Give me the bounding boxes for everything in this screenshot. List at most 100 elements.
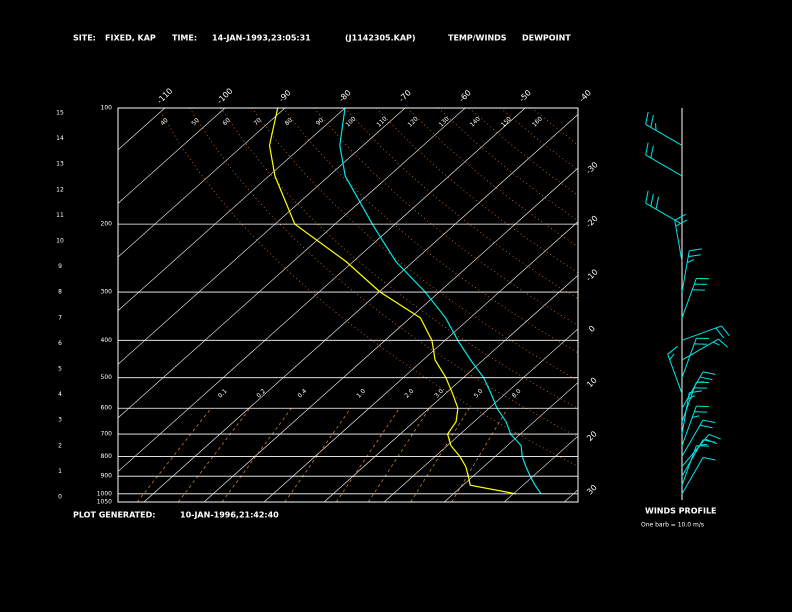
height-tick-label: 1 xyxy=(58,468,62,475)
wind-barb xyxy=(667,345,683,394)
y-tick-label: 1000 xyxy=(97,490,112,497)
isotherm xyxy=(118,108,346,312)
height-tick-label: 4 xyxy=(58,391,62,398)
wind-barb xyxy=(681,371,716,409)
height-tick-label: 5 xyxy=(58,366,62,373)
wind-staff xyxy=(681,278,697,319)
mixing-ratio-label: 5.0 xyxy=(473,388,485,400)
dry-adiabat-label: 80 xyxy=(284,117,294,127)
wind-staff xyxy=(681,338,719,361)
mixing-ratio-line xyxy=(336,408,400,502)
time: 14-JAN-1993,23:05:31 xyxy=(212,34,311,43)
mixing-ratio-label: 2.0 xyxy=(404,388,416,400)
height-tick-label: 9 xyxy=(58,263,62,270)
height-tick-label: 12 xyxy=(56,186,64,193)
winds-note: One barb = 10.0 m/s xyxy=(641,522,704,529)
wind-staff xyxy=(681,434,710,467)
wind-barb xyxy=(645,111,683,146)
height-tick-label: 8 xyxy=(58,289,62,296)
wind-staff xyxy=(645,154,683,177)
wind-barb-tick xyxy=(645,111,649,125)
site: FIXED, KAP xyxy=(105,34,156,43)
wind-staff xyxy=(681,338,697,378)
height-tick-label: 14 xyxy=(56,135,64,142)
wind-staff xyxy=(674,220,683,262)
wind-barb-tick xyxy=(702,371,716,375)
y-tick-label: 200 xyxy=(101,221,113,228)
height-tick-label: 0 xyxy=(58,494,62,501)
wind-staff xyxy=(681,250,690,293)
wind-barb xyxy=(681,433,721,467)
wind-barb-tick xyxy=(702,456,716,461)
wind-barb-tick xyxy=(699,376,713,381)
mixing-ratio-line xyxy=(136,407,212,502)
wind-barb-tick xyxy=(699,424,713,429)
wind-barb-tick xyxy=(650,114,654,128)
isotherm xyxy=(263,221,578,502)
mixing-ratio-label: 0.1 xyxy=(217,388,229,400)
wind-staff xyxy=(681,419,704,457)
wind-staff xyxy=(681,382,697,422)
wind-barb xyxy=(681,419,716,457)
dry-adiabat-label: 90 xyxy=(315,117,325,127)
wind-barb xyxy=(681,248,702,293)
mixing-ratio-line xyxy=(221,407,292,502)
height-tick-label: 11 xyxy=(56,212,64,219)
x-tick-label: 0 xyxy=(587,324,597,334)
y-tick-label: 400 xyxy=(101,337,113,344)
isotherm xyxy=(118,108,406,365)
wind-staff xyxy=(681,392,690,435)
wind-barb-tick xyxy=(715,327,725,339)
wind-barb-tick xyxy=(712,341,720,346)
height-tick-label: 7 xyxy=(58,314,62,321)
plot-area xyxy=(118,108,578,502)
wind-barb xyxy=(681,277,710,319)
wind-barb-tick xyxy=(702,419,716,424)
dry-adiabat xyxy=(220,108,578,409)
wind-barb xyxy=(681,338,729,361)
wind-barb xyxy=(681,405,710,446)
wind-barb xyxy=(681,456,716,495)
wind-barb-tick xyxy=(650,145,654,159)
wind-barb-tick xyxy=(718,338,729,348)
mixing-ratio-label: 0.4 xyxy=(297,388,309,400)
generated: 10-JAN-1996,21:42:40 xyxy=(180,511,279,520)
mixing-ratio-line xyxy=(177,407,251,502)
y-tick-label: 800 xyxy=(101,453,113,460)
dry-adiabat-label: 70 xyxy=(253,117,263,127)
dry-adiabat-label: 60 xyxy=(221,117,231,127)
wind-barb-tick xyxy=(669,353,675,361)
y-tick-label: 1050 xyxy=(97,499,112,506)
mixing-ratio-line xyxy=(368,408,430,502)
dry-adiabat-label: 50 xyxy=(190,117,200,127)
isotherm xyxy=(383,328,578,502)
mixing-ratio-line xyxy=(284,407,352,502)
time-label: TIME: xyxy=(172,34,197,43)
dry-adiabat xyxy=(313,108,578,327)
wind-barb xyxy=(674,213,688,262)
y-tick-label: 100 xyxy=(101,105,113,112)
wind-staff xyxy=(681,371,704,409)
height-tick-label: 10 xyxy=(56,238,64,245)
isotherm xyxy=(118,108,226,204)
mixing-ratio-label: 3.0 xyxy=(433,388,445,400)
height-tick-label: 15 xyxy=(56,110,64,117)
winds-title: WINDS PROFILE xyxy=(645,507,717,516)
y-tick-label: 500 xyxy=(101,374,113,381)
wind-barb-tick xyxy=(675,219,688,227)
height-tick-label: 2 xyxy=(58,442,62,449)
wind-barb-tick xyxy=(708,433,721,440)
wind-barb-tick xyxy=(689,248,702,252)
mixing-ratio-label: 8.0 xyxy=(511,388,523,400)
isotherm xyxy=(143,114,578,502)
site-label: SITE: xyxy=(73,34,96,43)
wind-barb-tick xyxy=(687,259,695,263)
wind-barb xyxy=(645,190,683,225)
wind-barb-tick xyxy=(674,213,687,221)
height-tick-label: 13 xyxy=(56,161,64,168)
wind-barb-tick xyxy=(650,193,654,207)
isotherm xyxy=(443,382,578,502)
